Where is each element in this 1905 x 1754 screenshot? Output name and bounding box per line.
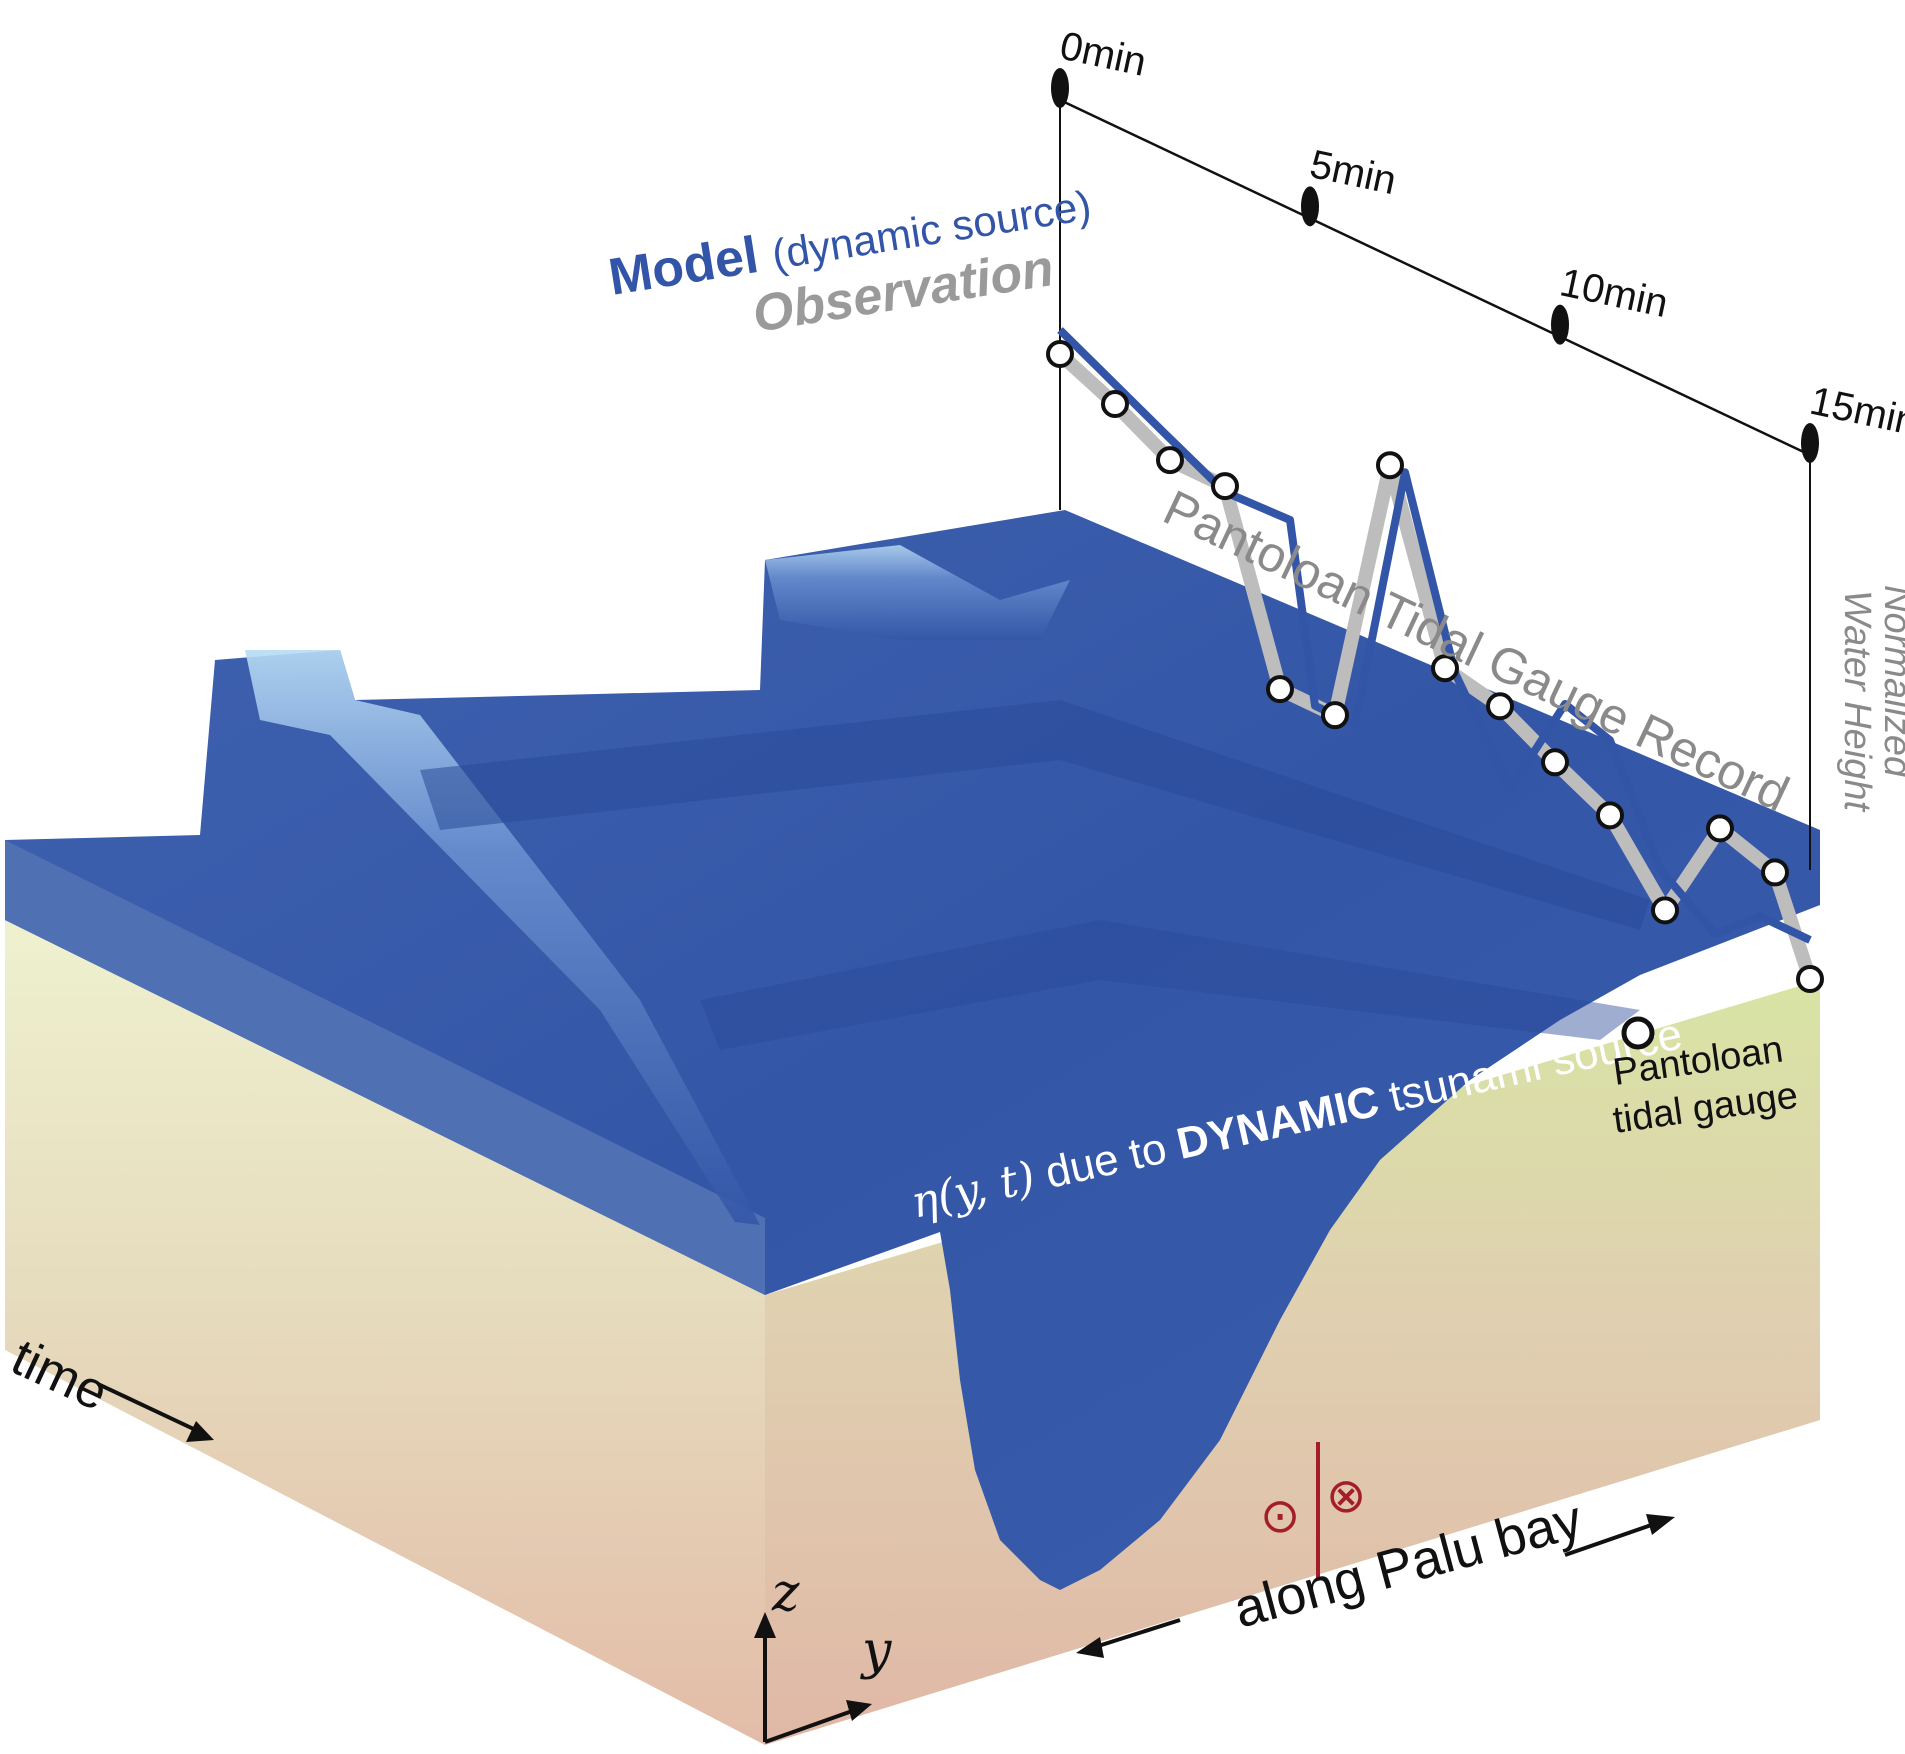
observation-point <box>1596 801 1624 830</box>
fault-slip-out-icon: ⊙ <box>1260 1490 1300 1543</box>
bay-arrowhead-left-icon <box>1076 1637 1104 1658</box>
observation-point <box>1266 675 1294 704</box>
time-tick-marker <box>1551 304 1569 345</box>
y-axis-label-2: Normalized <box>1876 585 1905 779</box>
wave-crest <box>245 650 760 1225</box>
observation-point <box>1541 748 1569 777</box>
y-axis <box>764 1708 856 1744</box>
observation-point <box>1651 896 1679 925</box>
observation-point <box>1486 692 1514 721</box>
wave-crest <box>765 545 1070 640</box>
wave-trough <box>700 920 1640 1050</box>
observation-point <box>1211 472 1239 501</box>
observation-point <box>1706 814 1734 843</box>
fault-slip-in-icon: ⊗ <box>1326 1470 1366 1523</box>
water-left-face <box>5 840 765 1295</box>
observation-point <box>1761 858 1789 887</box>
observation-point <box>1046 340 1074 368</box>
gauge-marker <box>1621 1016 1655 1050</box>
observation-point <box>1156 446 1184 475</box>
time-tick-label: 15min <box>1806 379 1905 445</box>
time-tick-label: 10min <box>1556 260 1672 326</box>
z-axis-arrowhead-icon <box>754 1612 776 1638</box>
time-tick-label: 5min <box>1306 142 1400 203</box>
bay-arrowhead-right-icon <box>1646 1514 1675 1535</box>
time-arrowhead-icon <box>186 1421 214 1442</box>
observation-point <box>1376 451 1404 480</box>
ground-left-face <box>5 920 765 1745</box>
observation-point <box>1101 390 1129 419</box>
time-axis-line <box>1059 98 1811 457</box>
time-arrow <box>97 1382 201 1434</box>
time-tick-label: 0min <box>1056 24 1150 85</box>
y-axis-arrowhead-icon <box>846 1700 872 1721</box>
observation-point <box>1431 654 1459 683</box>
observation-point <box>1321 701 1349 730</box>
wave-trough <box>420 700 1650 930</box>
time-tick-marker <box>1801 423 1819 463</box>
time-tick-marker <box>1301 186 1319 227</box>
time-tick-marker <box>1051 68 1069 108</box>
bay-arrow-right <box>1564 1520 1661 1557</box>
bay-arrow-left <box>1091 1618 1181 1650</box>
observation-point <box>1796 965 1824 993</box>
y-axis-label: Water Height <box>1836 590 1878 813</box>
z-axis-label: z <box>771 1563 800 1623</box>
y-axis-label-math: y <box>860 1621 892 1681</box>
